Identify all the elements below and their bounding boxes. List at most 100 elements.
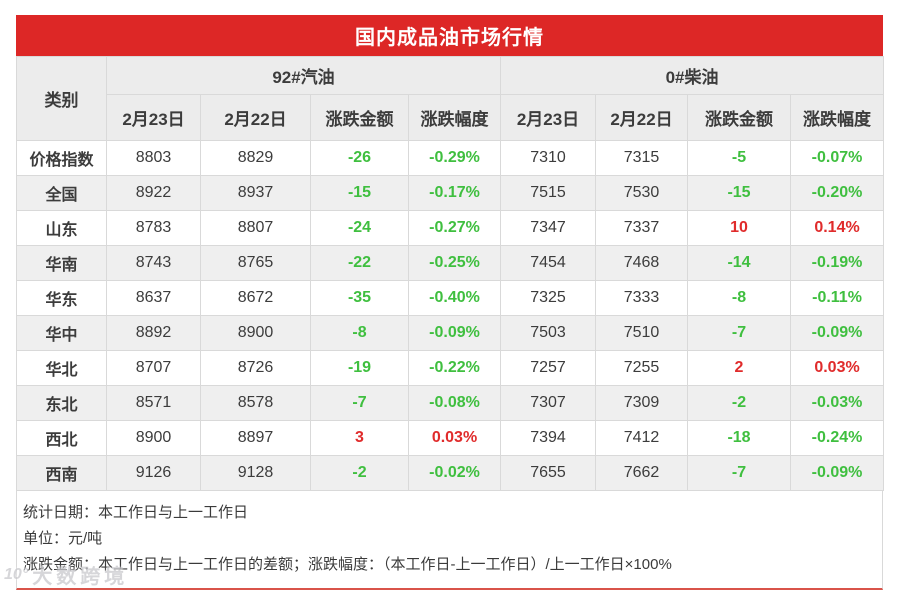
change-value: -14	[687, 245, 791, 281]
change-value: -0.09%	[789, 315, 885, 351]
change-value: 0.14%	[789, 210, 885, 246]
price-value: 7309	[595, 385, 688, 421]
change-value: -0.40%	[408, 280, 501, 316]
header-sub-gasoline-2: 涨跌金额	[310, 94, 409, 141]
page-title: 国内成品油市场行情	[16, 15, 883, 56]
change-value: -0.08%	[408, 385, 501, 421]
change-value: -0.17%	[408, 175, 501, 211]
row-label: 华南	[16, 245, 107, 281]
price-value: 7530	[595, 175, 688, 211]
price-value: 7337	[595, 210, 688, 246]
change-value: -0.03%	[789, 385, 885, 421]
change-value: -26	[310, 140, 409, 176]
change-value: -5	[687, 140, 791, 176]
change-value: -0.20%	[789, 175, 885, 211]
price-value: 7347	[500, 210, 596, 246]
table-row: 东北 8571 8578 -7 -0.08% 7307 7309 -2 -0.03%	[16, 385, 885, 421]
price-value: 7662	[595, 455, 688, 491]
row-label: 西南	[16, 455, 107, 491]
change-value: -15	[687, 175, 791, 211]
price-value: 8672	[200, 280, 311, 316]
change-value: -0.07%	[789, 140, 885, 176]
table-row: 华中 8892 8900 -8 -0.09% 7503 7510 -7 -0.09%	[16, 315, 885, 351]
price-value: 8637	[106, 280, 201, 316]
price-value: 7307	[500, 385, 596, 421]
change-value: -7	[310, 385, 409, 421]
change-value: -24	[310, 210, 409, 246]
price-value: 7454	[500, 245, 596, 281]
header-sub-diesel-2: 涨跌金额	[687, 94, 791, 141]
change-value: -8	[310, 315, 409, 351]
row-label: 西北	[16, 420, 107, 456]
header-sub-gasoline-3: 涨跌幅度	[408, 94, 501, 141]
price-value: 9126	[106, 455, 201, 491]
price-value: 7257	[500, 350, 596, 386]
table-body: 价格指数 8803 8829 -26 -0.29% 7310 7315 -5 -0.07% 全国 8…	[16, 140, 885, 491]
row-label: 华中	[16, 315, 107, 351]
change-value: 3	[310, 420, 409, 456]
note-stat-date: 统计日期：本工作日与上一工作日	[23, 504, 249, 521]
change-value: 0.03%	[408, 420, 501, 456]
change-value: -19	[310, 350, 409, 386]
price-value: 7394	[500, 420, 596, 456]
price-value: 9128	[200, 455, 311, 491]
oil-price-table: 类别 92#汽油 0#柴油 2月23日 2月22日 涨跌金额 涨跌幅度 2月23日 2月2…	[16, 56, 885, 491]
header-sub-diesel-3: 涨跌幅度	[789, 94, 885, 141]
note-unit: 单位：元/吨	[23, 530, 103, 547]
change-value: -0.22%	[408, 350, 501, 386]
row-label: 价格指数	[16, 140, 107, 176]
header-sub-gasoline-1: 2月22日	[200, 94, 311, 141]
price-value: 8807	[200, 210, 311, 246]
change-value: -0.19%	[789, 245, 885, 281]
change-value: -0.09%	[408, 315, 501, 351]
change-value: -0.27%	[408, 210, 501, 246]
price-value: 7503	[500, 315, 596, 351]
change-value: -0.09%	[789, 455, 885, 491]
price-value: 8922	[106, 175, 201, 211]
price-value: 7325	[500, 280, 596, 316]
price-value: 8829	[200, 140, 311, 176]
price-value: 8803	[106, 140, 201, 176]
note-formula: 涨跌金额：本工作日与上一工作日的差额；涨跌幅度：（本工作日-上一工作日）/上一工…	[23, 556, 672, 573]
price-value: 8937	[200, 175, 311, 211]
price-value: 8571	[106, 385, 201, 421]
change-value: -8	[687, 280, 791, 316]
price-value: 8892	[106, 315, 201, 351]
price-value: 7655	[500, 455, 596, 491]
change-value: 2	[687, 350, 791, 386]
price-value: 8900	[106, 420, 201, 456]
price-value: 7315	[595, 140, 688, 176]
table-row: 西北 8900 8897 3 0.03% 7394 7412 -18 -0.24%	[16, 420, 885, 456]
table-row: 华南 8743 8765 -22 -0.25% 7454 7468 -14 -0.19%	[16, 245, 885, 281]
price-value: 7310	[500, 140, 596, 176]
price-value: 7515	[500, 175, 596, 211]
header-sub-diesel-0: 2月23日	[500, 94, 596, 141]
table-row: 山东 8783 8807 -24 -0.27% 7347 7337 10 0.14%	[16, 210, 885, 246]
change-value: -0.29%	[408, 140, 501, 176]
change-value: -0.24%	[789, 420, 885, 456]
header-sub-diesel-1: 2月22日	[595, 94, 688, 141]
price-value: 8897	[200, 420, 311, 456]
change-value: -0.25%	[408, 245, 501, 281]
price-value: 8765	[200, 245, 311, 281]
row-label: 华东	[16, 280, 107, 316]
change-value: -7	[687, 315, 791, 351]
price-value: 7468	[595, 245, 688, 281]
table-row: 华北 8707 8726 -19 -0.22% 7257 7255 2 0.03%	[16, 350, 885, 386]
change-value: -0.02%	[408, 455, 501, 491]
row-label: 华北	[16, 350, 107, 386]
change-value: -7	[687, 455, 791, 491]
price-value: 7510	[595, 315, 688, 351]
price-value: 7412	[595, 420, 688, 456]
change-value: -18	[687, 420, 791, 456]
row-label: 全国	[16, 175, 107, 211]
header-category: 类别	[16, 56, 107, 141]
price-value: 7333	[595, 280, 688, 316]
change-value: -2	[687, 385, 791, 421]
change-value: 0.03%	[789, 350, 885, 386]
table-row: 西南 9126 9128 -2 -0.02% 7655 7662 -7 -0.09%	[16, 455, 885, 491]
price-value: 8900	[200, 315, 311, 351]
oil-price-board: 国内成品油市场行情 类别 92#汽油 0#柴油 2月23日 2月22日 涨跌金额 涨跌…	[16, 15, 885, 590]
price-value: 8578	[200, 385, 311, 421]
row-label: 山东	[16, 210, 107, 246]
